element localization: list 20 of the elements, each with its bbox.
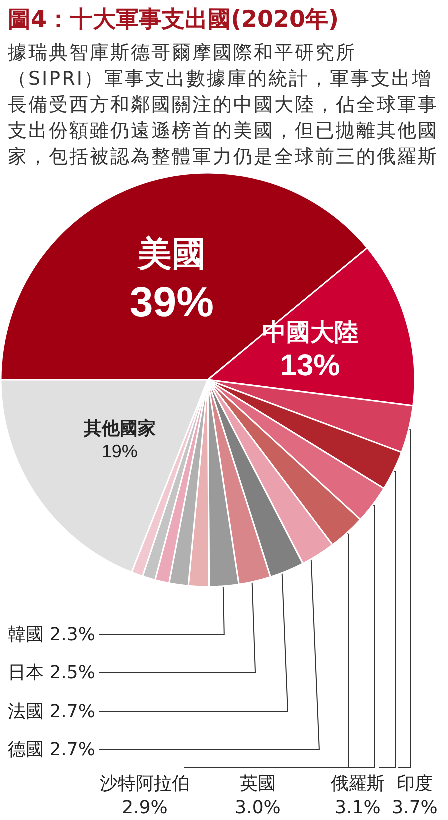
data-label: 3.7% [392,798,438,818]
slice-label: 印度 [397,774,433,794]
data-label: 3.0% [235,798,281,818]
chart-title: 圖4：十大軍事支出國(2020年) [8,6,340,35]
slice-label: 法國 2.7% [8,702,96,722]
slice-label: 德國 2.7% [8,740,96,760]
data-label: 19% [102,442,138,462]
slice-label: 韓國 2.3% [8,624,96,646]
data-label: 3.1% [335,798,381,818]
slice-label: 日本 2.5% [8,662,96,684]
slice-label: 其他國家 [82,418,156,440]
chart-subtitle: 據瑞典智庫斯德哥爾摩國際和平研究所（SIPRI）軍事支出數據庫的統計，軍事支出增長備受西方和鄰國關注的中國大陸，佔全球軍事支出份額雖仍遠遜榜首的美國，但已拋離其他國家，包括被認為整體軍力仍是全球前三的俄羅斯 [8,41,440,170]
slice-label: 沙特阿拉伯 [100,774,190,794]
data-label: 13% [280,349,340,382]
slice-label: 中國大陸 [262,318,358,346]
slice-label: 俄羅斯 [331,774,385,794]
slice-label: 美國 [136,234,206,275]
data-label: 2.9% [122,798,168,818]
data-label: 39% [130,278,214,326]
slice-label: 英國 [240,774,276,794]
